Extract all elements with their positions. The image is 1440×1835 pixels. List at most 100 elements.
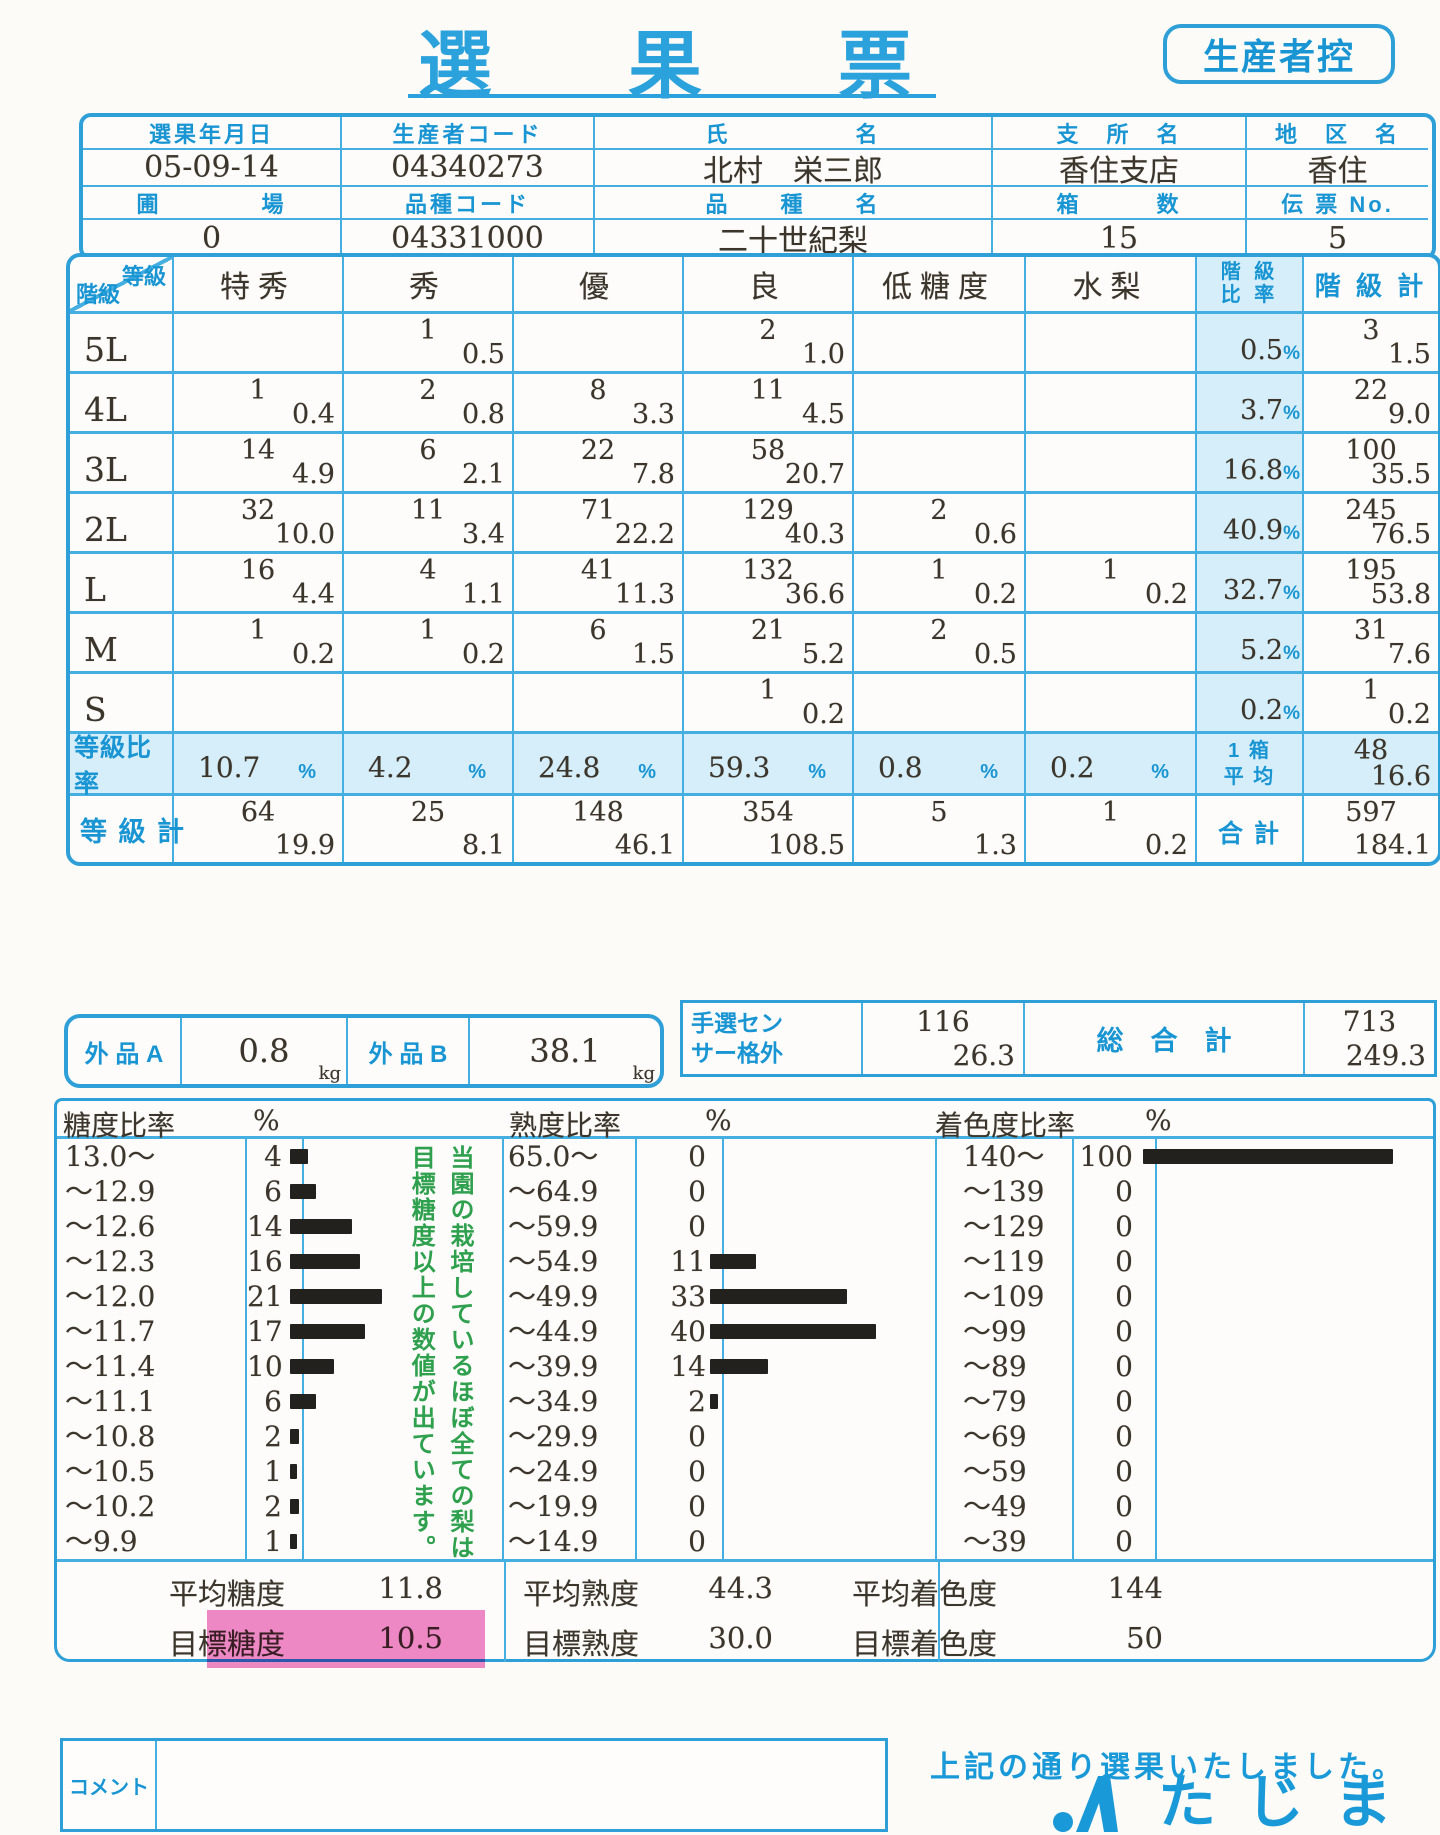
bar-cell — [1157, 1209, 1427, 1244]
percent-value: 1 — [247, 1524, 304, 1559]
weight-value: 0.2 — [1145, 579, 1188, 610]
bar-cell — [1157, 1454, 1427, 1489]
offgrade-b-number: 38.1 — [529, 1032, 601, 1070]
ja-logo-icon — [1053, 1776, 1118, 1832]
range-label: ～10.5 — [57, 1454, 247, 1489]
percent-value: 0 — [1074, 1314, 1157, 1349]
row-total-cell: 1 0.2 — [1304, 674, 1438, 734]
range-label: ～9.9 — [57, 1524, 247, 1559]
ratio-value: 0.2% — [1240, 695, 1300, 726]
percent-value: 0 — [1074, 1174, 1157, 1209]
range-label: 140～ — [937, 1139, 1074, 1174]
info-value-name: 北村 栄三郎 — [595, 150, 993, 189]
histogram-bar — [290, 1429, 299, 1444]
average-row: 平均糖度 11.8 平均熟度 44.3 平均着色度 144 — [57, 1562, 1433, 1612]
weight-value: 0.2 — [292, 639, 335, 670]
weight-value: 0.2 — [1388, 699, 1431, 730]
divider — [938, 1562, 940, 1662]
weight-value: 4.5 — [802, 399, 845, 430]
target-ripeness-label: 目標熟度 — [522, 1627, 639, 1661]
count-value: 1 — [1101, 797, 1120, 828]
weight-value: 16.6 — [1370, 761, 1431, 792]
grade-cell: 22 7.8 — [514, 434, 684, 494]
range-label: ～79 — [937, 1384, 1074, 1419]
count-value: 32 — [240, 495, 276, 526]
bar-cell — [724, 1454, 937, 1489]
range-label: ～10.2 — [57, 1489, 247, 1524]
weight-value: 0.6 — [974, 519, 1017, 550]
range-label: 13.0～ — [57, 1139, 247, 1174]
count-value: 6 — [419, 435, 437, 466]
info-label-slip-no: 伝 票 No. — [1247, 187, 1428, 220]
percent-value: 0 — [637, 1174, 724, 1209]
bar-cell — [724, 1139, 937, 1174]
histogram-section: 糖度比率 % 熟度比率 % 着色度比率 % 13.0～ 4 65.0～ 0 140～ 10… — [54, 1098, 1436, 1668]
histogram-bar — [290, 1324, 365, 1339]
percent-value: 0 — [1074, 1524, 1157, 1559]
hand-sensor-label-line: サー格外 — [691, 1039, 783, 1066]
histogram-bar — [290, 1289, 382, 1304]
range-label: ～54.9 — [504, 1244, 637, 1279]
range-label: ～24.9 — [504, 1454, 637, 1489]
range-label: 65.0～ — [504, 1139, 637, 1174]
row-total-cell: 195 53.8 — [1304, 554, 1438, 614]
kg-unit: kg — [318, 1063, 341, 1084]
grade-ratio-row-label: 等級比率 — [70, 734, 174, 798]
bar-cell — [710, 1384, 937, 1419]
histogram-bar — [290, 1464, 297, 1479]
percent-value: 2 — [247, 1489, 304, 1524]
count-value: 354 — [742, 797, 794, 828]
info-label-date: 選果年月日 — [83, 117, 342, 150]
grade-cell: 58 20.7 — [684, 434, 854, 494]
count-value: 31 — [1353, 615, 1389, 646]
bar-cell — [290, 1524, 504, 1559]
weight-value: 3.3 — [632, 399, 675, 430]
count-value: 21 — [750, 615, 786, 646]
percent-value: 2 — [247, 1419, 304, 1454]
weight-value: 20.7 — [784, 459, 845, 490]
percent-unit: % — [705, 1104, 732, 1137]
weight-value: 0.2 — [1145, 830, 1188, 861]
percent-unit: % — [1145, 1104, 1172, 1137]
weight-value: 0.2 — [974, 579, 1017, 610]
weight-value: 3.4 — [462, 519, 505, 550]
target-ripeness-value: 30.0 — [708, 1621, 773, 1655]
class-ratio-cell: 3.7% — [1197, 374, 1304, 434]
ratio-value: 32.7% — [1222, 575, 1300, 606]
count-value: 1 — [759, 675, 777, 706]
count-value: 1 — [249, 615, 267, 646]
col-header-teitoudo: 低糖度 — [854, 257, 1026, 314]
grade-cell: 1 0.2 — [684, 674, 854, 734]
percent-value: 1 — [247, 1454, 304, 1489]
weight-value: 0.4 — [292, 399, 335, 430]
bar-cell — [290, 1279, 504, 1314]
percent-value: 0 — [1074, 1454, 1157, 1489]
ja-name: たじま — [1158, 1770, 1423, 1835]
range-label: ～11.1 — [57, 1384, 247, 1419]
comment-box: コメント — [60, 1738, 888, 1832]
row-total-cell: 245 76.5 — [1304, 494, 1438, 554]
title-underline — [408, 94, 936, 98]
range-label: ～59.9 — [504, 1209, 637, 1244]
row-total-cell: 3 1.5 — [1304, 314, 1438, 374]
weight-value: 1.1 — [462, 579, 505, 610]
range-label: ～11.4 — [57, 1349, 247, 1384]
percent-value: 2 — [637, 1384, 724, 1419]
green-note-line1: 当園の栽培しているほぼ全ての梨は — [446, 1145, 473, 1561]
bar-cell — [710, 1244, 937, 1279]
info-label-field: 圃 場 — [83, 187, 342, 220]
range-label: ～19.9 — [504, 1489, 637, 1524]
grade-total-cell: 1 0.2 — [1026, 796, 1197, 862]
grade-cell — [854, 434, 1026, 494]
grade-cell — [854, 674, 1026, 734]
histogram-bar — [710, 1394, 718, 1409]
count-value: 2 — [930, 495, 948, 526]
bar-cell — [724, 1174, 937, 1209]
weight-value: 0.2 — [802, 699, 845, 730]
count-value: 22 — [1353, 375, 1389, 406]
comment-label: コメント — [63, 1741, 157, 1829]
grade-cell: 11 4.5 — [684, 374, 854, 434]
class-ratio-cell: 0.2% — [1197, 674, 1304, 734]
grade-ratio-value: 24.8% — [514, 734, 684, 796]
grade-total-cell: 354 108.5 — [684, 796, 854, 862]
